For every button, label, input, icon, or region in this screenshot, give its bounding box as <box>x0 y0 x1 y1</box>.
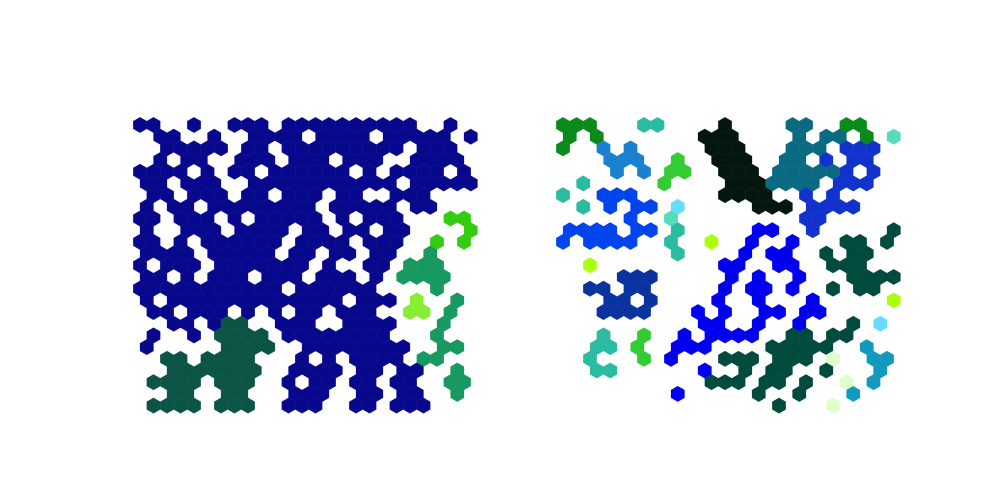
hex-cell <box>846 198 861 215</box>
hex-cell <box>389 140 404 157</box>
hex-cell <box>704 233 719 250</box>
hex-cell <box>187 116 201 134</box>
hex-cell <box>430 350 444 367</box>
hex-cell <box>187 327 201 344</box>
hex-cell <box>637 350 651 367</box>
hex-cell <box>866 280 881 297</box>
hex-cell <box>745 327 759 344</box>
hex-cell <box>382 292 397 309</box>
hex-cell <box>859 175 874 192</box>
hex-cell <box>623 233 638 250</box>
hex-cell <box>670 245 685 262</box>
hex-cell <box>457 233 471 250</box>
hex-cell <box>751 385 766 402</box>
hex-cell <box>765 222 780 239</box>
hex-cell <box>839 327 854 344</box>
hex-cell <box>799 350 813 367</box>
hex-cell <box>637 304 651 321</box>
hex-cell <box>657 175 672 192</box>
hex-cell <box>886 268 901 286</box>
hex-cell <box>450 339 465 356</box>
hex-cell <box>576 175 591 192</box>
hex-cell <box>731 374 746 391</box>
hex-cell <box>261 339 276 356</box>
hex-cell <box>812 304 827 321</box>
hex-cell <box>826 280 840 297</box>
hex-cell <box>873 315 888 332</box>
hex-cell <box>866 374 881 391</box>
hex-cell <box>139 339 154 356</box>
hex-cell <box>805 222 820 239</box>
hex-cell <box>785 280 800 297</box>
hex-cell <box>846 385 861 402</box>
hex-cell <box>241 397 255 414</box>
hex-cell <box>450 385 465 402</box>
hex-cell <box>772 397 786 414</box>
hex-cell <box>463 175 478 192</box>
hex-cell <box>826 397 840 414</box>
hex-cell <box>556 233 570 250</box>
hex-cell <box>362 397 377 414</box>
hex-cell <box>650 116 665 134</box>
hex-cell <box>819 362 834 379</box>
hex-cell <box>610 163 624 180</box>
hex-cell <box>430 280 444 297</box>
hex-cell <box>637 163 651 180</box>
hex-cell <box>423 198 438 215</box>
hex-cell <box>670 385 685 402</box>
hex-cell <box>603 362 618 379</box>
hex-cell <box>463 128 478 145</box>
hex-cell <box>772 374 786 391</box>
hex-cell <box>187 397 201 414</box>
left-panel <box>133 116 478 414</box>
hex-cell <box>772 304 786 321</box>
right-panel <box>556 116 901 414</box>
hex-cell <box>643 222 658 239</box>
hex-cell <box>583 257 597 274</box>
hex-cell <box>880 233 894 250</box>
hex-cell <box>792 385 807 402</box>
hex-cell <box>677 163 692 180</box>
hex-cell <box>342 245 357 262</box>
hex-cell <box>603 339 618 356</box>
hex-cell <box>664 350 678 367</box>
hex-cell <box>308 397 323 414</box>
hex-cell <box>603 198 618 215</box>
hex-cell <box>214 140 228 157</box>
hex-cell <box>416 304 431 321</box>
hex-cell <box>556 140 570 157</box>
hex-cell <box>886 292 901 309</box>
hex-cell <box>576 198 591 215</box>
hex-cell <box>416 397 431 414</box>
hex-cell <box>886 128 901 145</box>
hex-cell <box>643 198 658 215</box>
hex-cell <box>556 187 570 204</box>
hex-cell <box>778 198 793 215</box>
hex-cell <box>697 339 712 356</box>
